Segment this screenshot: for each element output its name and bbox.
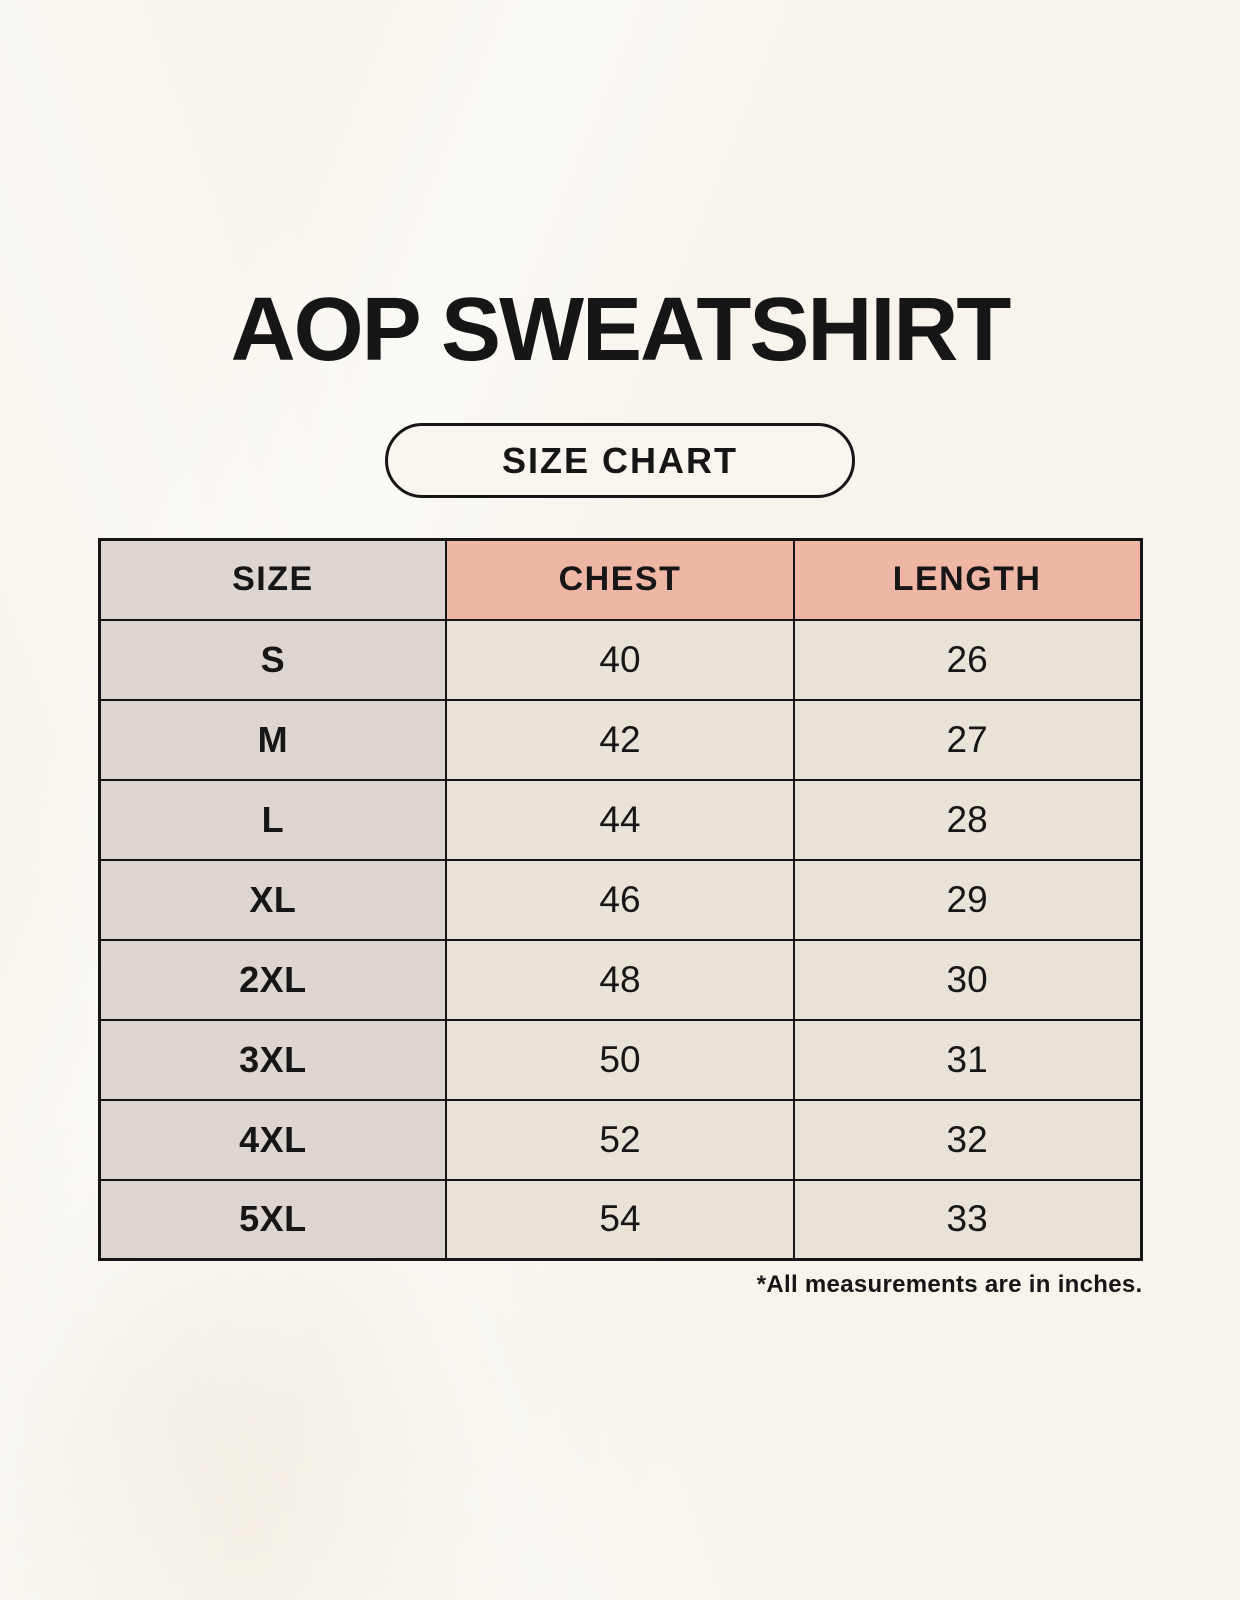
size-cell: 2XL: [97, 938, 448, 1021]
size-chart-pill-button[interactable]: SIZE CHART: [385, 423, 855, 498]
col-header-size: SIZE: [97, 538, 448, 621]
length-cell: 31: [792, 1018, 1143, 1101]
chest-cell: 48: [445, 938, 795, 1021]
page-title: AOP SWEATSHIRT: [230, 280, 1012, 380]
chest-cell: 42: [445, 698, 795, 781]
table-row: M 42 27: [97, 698, 1143, 781]
measurements-footnote: *All measurements are in inches.: [756, 1271, 1143, 1298]
chest-cell: 52: [445, 1098, 795, 1181]
size-cell: XL: [97, 858, 448, 941]
header-row: SIZE CHEST LENGTH: [97, 538, 1143, 621]
length-cell: 29: [792, 858, 1143, 941]
size-chart-page: AOP SWEATSHIRT SIZE CHART SIZE CHEST LEN…: [97, 280, 1143, 1298]
length-cell: 26: [792, 618, 1143, 701]
size-cell: M: [97, 698, 448, 781]
length-cell: 32: [792, 1098, 1143, 1181]
size-table: SIZE CHEST LENGTH S 40 26 M 42 27 L 44 2…: [97, 538, 1143, 1261]
col-header-length: LENGTH: [792, 538, 1143, 621]
length-cell: 28: [792, 778, 1143, 861]
table-row: 4XL 52 32: [97, 1098, 1143, 1181]
size-cell: S: [97, 618, 448, 701]
table-row: 5XL 54 33: [97, 1178, 1143, 1261]
chest-cell: 46: [445, 858, 795, 941]
size-chart-pill-label: SIZE CHART: [502, 439, 738, 481]
table-row: 3XL 50 31: [97, 1018, 1143, 1101]
chest-cell: 50: [445, 1018, 795, 1101]
length-cell: 30: [792, 938, 1143, 1021]
size-table-header: SIZE CHEST LENGTH: [97, 538, 1143, 621]
size-cell: 3XL: [97, 1018, 448, 1101]
size-cell: 4XL: [97, 1098, 448, 1181]
chest-cell: 44: [445, 778, 795, 861]
table-row: XL 46 29: [97, 858, 1143, 941]
table-row: 2XL 48 30: [97, 938, 1143, 1021]
size-cell: 5XL: [97, 1178, 448, 1261]
size-cell: L: [97, 778, 448, 861]
table-row: S 40 26: [97, 618, 1143, 701]
length-cell: 27: [792, 698, 1143, 781]
table-row: L 44 28: [97, 778, 1143, 861]
chest-cell: 40: [445, 618, 795, 701]
size-table-body: S 40 26 M 42 27 L 44 28 XL 46 29 2XL 48: [97, 618, 1143, 1261]
chest-cell: 54: [445, 1178, 795, 1261]
col-header-chest: CHEST: [445, 538, 795, 621]
length-cell: 33: [792, 1178, 1143, 1261]
